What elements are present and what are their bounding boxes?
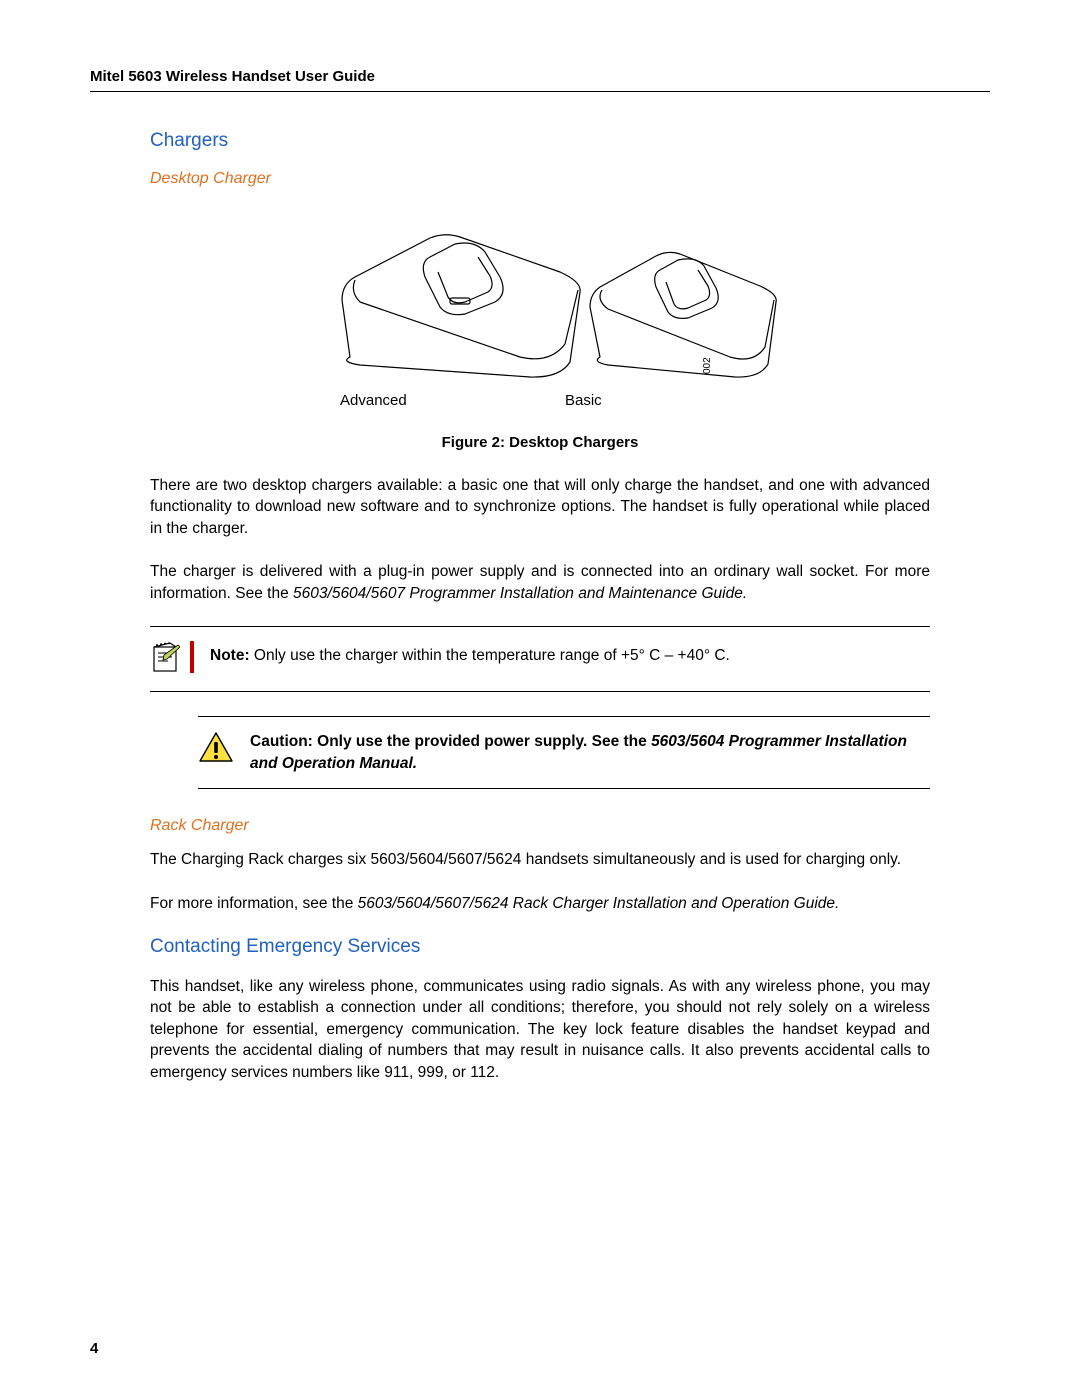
page-number: 4 — [90, 1340, 98, 1357]
caution-box: Caution: Only use the provided power sup… — [198, 716, 930, 789]
figure-area: Advanced Basic 002 Figure 2: Desktop Cha… — [150, 202, 930, 451]
rack-para-2a: For more information, see the — [150, 895, 358, 912]
caution-label: Caution: — [250, 733, 317, 750]
page-content: Chargers Desktop Charger — [90, 130, 990, 1083]
note-text-body: Only use the charger within the temperat… — [250, 647, 730, 664]
desktop-para-1: There are two desktop chargers available… — [150, 475, 930, 539]
note-icon — [150, 641, 180, 673]
figure-labels: Advanced Basic 002 — [150, 392, 930, 414]
header-title: Mitel 5603 Wireless Handset User Guide — [90, 68, 990, 85]
note-text: Note: Only use the charger within the te… — [210, 641, 730, 667]
note-label: Note: — [210, 647, 250, 664]
desktop-para-2: The charger is delivered with a plug-in … — [150, 561, 930, 604]
caution-text-body: Only use the provided power supply. See … — [317, 733, 651, 750]
caution-icon — [198, 731, 234, 763]
rack-para-1: The Charging Rack charges six 5603/5604/… — [150, 849, 930, 870]
chargers-heading: Chargers — [150, 130, 930, 152]
figure-caption: Figure 2: Desktop Chargers — [150, 434, 930, 451]
note-box: Note: Only use the charger within the te… — [150, 626, 930, 692]
rack-para-2b: 5603/5604/5607/5624 Rack Charger Install… — [358, 895, 840, 912]
label-advanced: Advanced — [340, 392, 407, 409]
emergency-para-1: This handset, like any wireless phone, c… — [150, 976, 930, 1083]
label-code: 002 — [702, 357, 713, 374]
desktop-chargers-illustration — [260, 202, 820, 392]
emergency-heading: Contacting Emergency Services — [150, 936, 930, 958]
label-basic: Basic — [565, 392, 602, 409]
desktop-para-2b: 5603/5604/5607 Programmer Installation a… — [293, 585, 747, 602]
note-bar — [190, 641, 194, 673]
rack-para-2: For more information, see the 5603/5604/… — [150, 893, 930, 914]
page-header: Mitel 5603 Wireless Handset User Guide — [90, 68, 990, 92]
caution-text: Caution: Only use the provided power sup… — [250, 731, 930, 774]
rack-charger-heading: Rack Charger — [150, 817, 930, 835]
desktop-charger-heading: Desktop Charger — [150, 170, 930, 188]
